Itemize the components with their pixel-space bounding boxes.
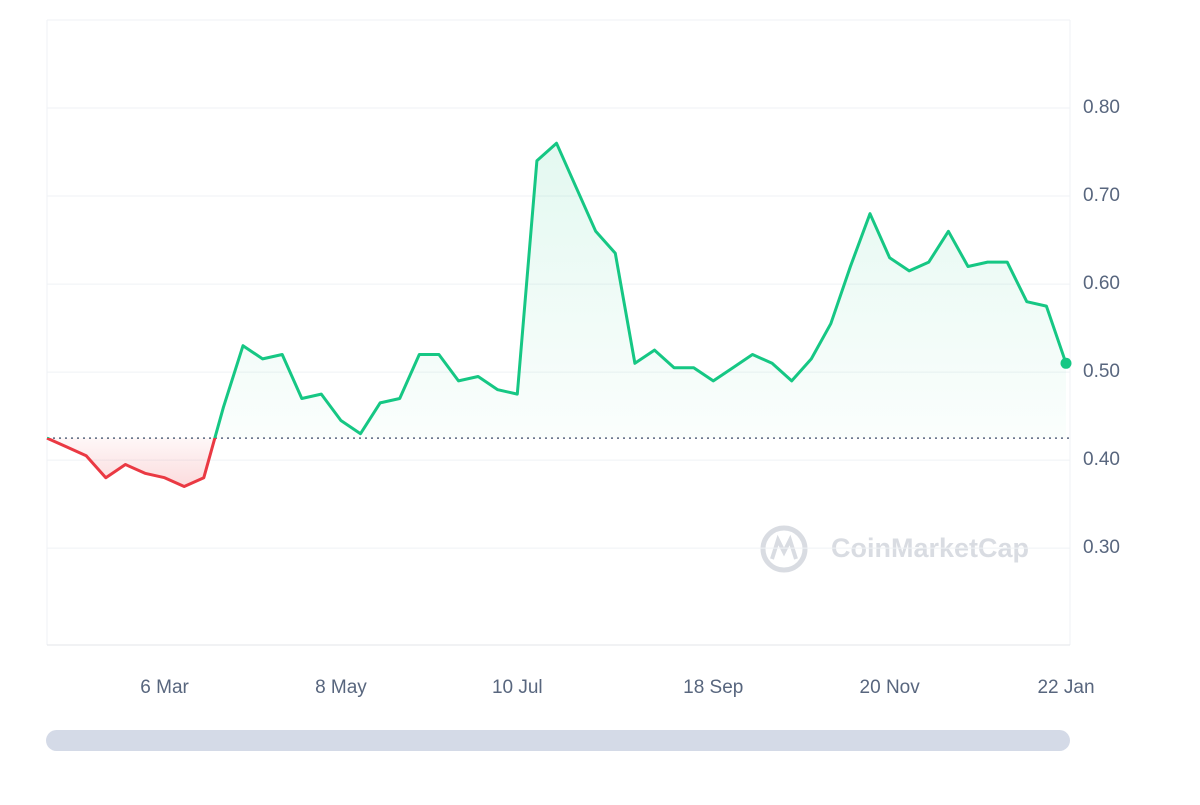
x-tick-label: 22 Jan [1037,677,1094,698]
y-tick-label: 0.80 [1083,97,1120,118]
y-tick-label: 0.70 [1083,185,1120,206]
x-tick-label: 6 Mar [140,677,189,698]
x-tick-label: 8 May [315,677,367,698]
y-tick-label: 0.40 [1083,449,1120,470]
y-tick-label: 0.60 [1083,273,1120,294]
x-tick-label: 20 Nov [860,677,921,698]
watermark-logo [760,525,808,573]
price-line [46,141,1068,488]
x-tick-label: 10 Jul [492,677,543,698]
y-tick-label: 0.50 [1083,361,1120,382]
y-tick-label: 0.30 [1083,537,1120,558]
last-point [1060,357,1072,369]
x-tick-label: 18 Sep [683,677,743,698]
scrollbar[interactable] [46,730,1070,751]
area [47,143,1066,487]
